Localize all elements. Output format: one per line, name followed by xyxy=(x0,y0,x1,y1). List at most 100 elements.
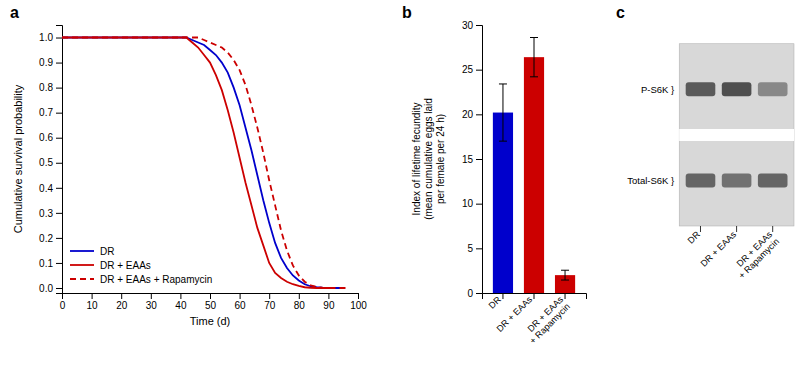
x-axis-tick-mark xyxy=(269,293,270,299)
y-axis-tick-label: 0.2 xyxy=(39,233,53,244)
y-axis-tick-mark xyxy=(56,63,62,64)
lane-label: DR xyxy=(686,229,703,246)
x-axis-tick-mark xyxy=(358,293,359,299)
x-axis-tick-mark xyxy=(534,293,535,299)
legend-item: DR xyxy=(70,246,114,257)
panel-b: 051015202530DRDR + EAAsDR + EAAs+ Rapamy… xyxy=(411,20,587,346)
x-axis-tick-label: 100 xyxy=(350,300,367,311)
text-line: DR xyxy=(487,294,504,311)
y-axis-tick: 10 xyxy=(462,198,482,209)
legend: DR DR + EAAs DR + EAAs + Rapamycin xyxy=(70,246,212,285)
blot-band xyxy=(686,82,716,96)
x-axis-tick-mark xyxy=(240,293,241,299)
y-axis-tick: 25 xyxy=(462,64,482,75)
x-axis-tick: 80 xyxy=(294,293,306,311)
legend-item: DR + EAAs + Rapamycin xyxy=(70,274,212,285)
y-axis-tick-label: 0 xyxy=(467,288,473,299)
x-axis-tick: DR + EAAs+ Rapamycin xyxy=(521,293,573,346)
panel-a: 01020304050607080901000.00.10.20.30.40.5… xyxy=(12,26,367,328)
error-bar xyxy=(499,84,507,141)
y-axis-tick: 20 xyxy=(462,109,482,120)
plot-area xyxy=(62,38,346,288)
text-line: Index of lifetime fecundity xyxy=(411,103,422,216)
plot-area xyxy=(493,38,575,293)
y-axis-line xyxy=(476,26,483,294)
y-axis-tick-label: 25 xyxy=(462,64,474,75)
y-axis-tick-mark xyxy=(56,38,62,39)
text-line: DR + EAAs xyxy=(699,229,739,269)
y-axis-tick: 0.3 xyxy=(39,208,62,219)
y-axis-tick: 0.0 xyxy=(39,283,62,294)
x-axis-tick-label: 10 xyxy=(87,300,99,311)
text-line: DR xyxy=(686,229,703,246)
x-axis-tick-label: 20 xyxy=(116,300,128,311)
y-axis-tick-label: 0.5 xyxy=(39,157,53,168)
error-bar xyxy=(561,270,569,280)
y-axis-tick-label: 0.7 xyxy=(39,107,53,118)
x-axis-tick-mark xyxy=(565,293,566,299)
y-axis-tick-label: 0.0 xyxy=(39,283,53,294)
y-axis-tick: 15 xyxy=(462,154,482,165)
legend-swatch xyxy=(70,264,94,266)
x-axis-tick-mark xyxy=(151,293,152,299)
x-axis-tick-label: 0 xyxy=(60,300,66,311)
panel-title: b xyxy=(402,4,412,21)
x-axis-tick-label: DR + EAAs+ Rapamycin xyxy=(521,294,573,346)
y-axis-tick: 0.7 xyxy=(39,107,62,118)
legend-swatch xyxy=(70,278,94,280)
y-axis-tick: 0.5 xyxy=(39,157,62,168)
y-axis-tick-label: 20 xyxy=(462,109,474,120)
y-axis-title: Cumulative survival probability xyxy=(12,84,24,233)
y-axis-tick-label: 0.9 xyxy=(39,57,53,68)
y-axis-tick-label: 10 xyxy=(462,198,474,209)
error-bar xyxy=(530,38,538,77)
y-axis: 0.00.10.20.30.40.50.60.70.80.91.0 xyxy=(39,26,62,294)
legend-item: DR + EAAs xyxy=(70,260,151,271)
y-axis: 051015202530 xyxy=(462,20,483,299)
panel-c: P-S6K }Total-S6K }DRDR + EAAsDR + EAAs+ … xyxy=(627,44,794,281)
y-axis-tick: 0.9 xyxy=(39,57,62,68)
text-line: (mean cumulative eggs laid xyxy=(423,98,434,220)
y-axis-tick-label: 0.1 xyxy=(39,258,53,269)
x-axis-tick-label: 90 xyxy=(323,300,335,311)
x-axis-tick-label: 80 xyxy=(294,300,306,311)
legend-label: DR + EAAs + Rapamycin xyxy=(100,274,212,285)
y-axis-tick-mark xyxy=(56,213,62,214)
x-axis-title: Time (d) xyxy=(190,315,231,327)
y-axis-tick-label: 0.4 xyxy=(39,183,53,194)
y-axis-tick-label: 15 xyxy=(462,154,474,165)
x-axis-tick: 100 xyxy=(350,293,367,311)
x-axis-tick-mark xyxy=(180,293,181,299)
x-axis-tick-label: 70 xyxy=(264,300,276,311)
row-label: P-S6K } xyxy=(641,84,674,95)
bands xyxy=(686,82,788,187)
blot-band xyxy=(722,82,752,96)
row-label: Total-S6K } xyxy=(627,175,674,186)
y-axis-tick-mark xyxy=(56,238,62,239)
y-axis-tick: 1.0 xyxy=(39,32,62,43)
y-axis-tick-label: 1.0 xyxy=(39,32,53,43)
legend-swatch xyxy=(70,250,94,252)
figure: 01020304050607080901000.00.10.20.30.40.5… xyxy=(0,0,800,366)
x-axis-tick-mark xyxy=(121,293,122,299)
x-axis-tick: 90 xyxy=(323,293,335,311)
y-axis-tick: 0.2 xyxy=(39,233,62,244)
x-axis-tick: 40 xyxy=(175,293,187,311)
y-axis-tick-mark xyxy=(56,138,62,139)
x-axis-tick: 10 xyxy=(87,293,99,311)
survival-line xyxy=(62,38,346,288)
y-axis-tick-label: 0.3 xyxy=(39,208,53,219)
y-axis-tick: 0.6 xyxy=(39,132,62,143)
text-line: + Rapamycin xyxy=(528,301,572,345)
y-axis-line xyxy=(56,26,63,294)
y-axis-tick-mark xyxy=(56,188,62,189)
panel-title: c xyxy=(616,4,625,21)
x-axis-tick: DR xyxy=(487,293,504,311)
y-axis-tick-mark xyxy=(476,70,482,71)
text-line: + Rapamycin xyxy=(737,236,781,280)
y-axis-tick: 0 xyxy=(467,288,482,299)
survival-line xyxy=(62,38,334,288)
text-line: per female per 24 h) xyxy=(435,114,446,204)
x-axis-tick-mark xyxy=(299,293,300,299)
y-axis-tick-mark xyxy=(56,163,62,164)
